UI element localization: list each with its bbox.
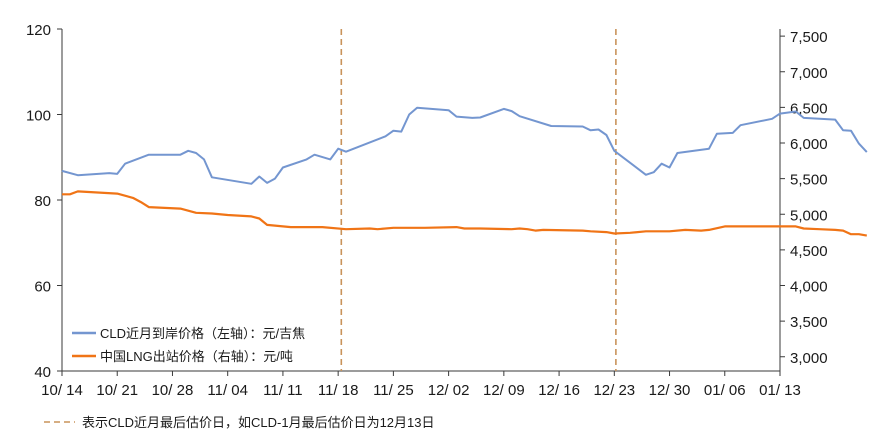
x-tick-label: 12/ 23 bbox=[593, 382, 635, 399]
x-tick-label: 11/ 11 bbox=[263, 382, 302, 399]
x-tick-label: 10/ 28 bbox=[152, 382, 194, 399]
y-left-tick-label: 80 bbox=[34, 193, 51, 210]
y-right-tick-label: 5,500 bbox=[790, 172, 828, 189]
y-right-tick-label: 4,000 bbox=[790, 279, 828, 296]
series-lines bbox=[61, 106, 868, 237]
x-tick-label: 12/ 02 bbox=[428, 382, 470, 399]
legend-label: 中国LNG出站价格（右轴）：元/吨 bbox=[100, 349, 293, 364]
x-tick-label: 12/ 16 bbox=[538, 382, 580, 399]
footnote-label: 表示CLD近月最后估价日，如CLD-1月最后估价日为12月13日 bbox=[82, 415, 435, 430]
x-tick-label: 01/ 06 bbox=[704, 382, 746, 399]
series-line-cld bbox=[61, 106, 868, 185]
x-tick-label: 11/ 25 bbox=[373, 382, 414, 399]
x-axis-ticks: 10/ 14 10/ 21 10/ 28 11/ 04 11/ 11 11/ 18 11/ … bbox=[41, 371, 801, 399]
footnote: 表示CLD近月最后估价日，如CLD-1月最后估价日为12月13日 bbox=[44, 415, 435, 430]
x-tick-label: 12/ 09 bbox=[483, 382, 525, 399]
y-right-tick-label: 3,500 bbox=[790, 314, 828, 331]
x-tick-label: 11/ 18 bbox=[318, 382, 359, 399]
axes bbox=[61, 29, 781, 372]
y-right-tick-label: 3,000 bbox=[790, 350, 828, 367]
series-line-lng bbox=[62, 190, 867, 237]
y-left-tick-label: 40 bbox=[34, 364, 51, 381]
y-right-tick-label: 4,500 bbox=[790, 243, 828, 260]
x-tick-label: 11/ 04 bbox=[207, 382, 248, 399]
x-tick-label: 01/ 13 bbox=[759, 382, 801, 399]
y-right-tick-label: 6,000 bbox=[790, 136, 828, 153]
y-right-tick-label: 7,000 bbox=[790, 65, 828, 82]
y-right-tick-label: 7,500 bbox=[790, 29, 828, 46]
y-left-tick-label: 120 bbox=[26, 22, 51, 39]
final-pricing-day-lines bbox=[340, 29, 617, 371]
y-left-tick-label: 60 bbox=[34, 279, 51, 296]
x-tick-label: 12/ 30 bbox=[649, 382, 691, 399]
y-right-tick-label: 6,500 bbox=[790, 100, 828, 117]
x-tick-label: 10/ 21 bbox=[96, 382, 138, 399]
x-tick-label: 10/ 14 bbox=[41, 382, 83, 399]
legend-label: CLD近月到岸价格（左轴）：元/吉焦 bbox=[100, 326, 305, 341]
y-right-tick-label: 5,000 bbox=[790, 207, 828, 224]
y-axis-right-ticks: 3,000 3,500 4,000 4,500 5,000 5,500 6,000 6,500… bbox=[780, 29, 828, 367]
y-left-tick-label: 100 bbox=[26, 108, 51, 125]
y-axis-left-ticks: 40 60 80 100 120 bbox=[26, 22, 62, 381]
